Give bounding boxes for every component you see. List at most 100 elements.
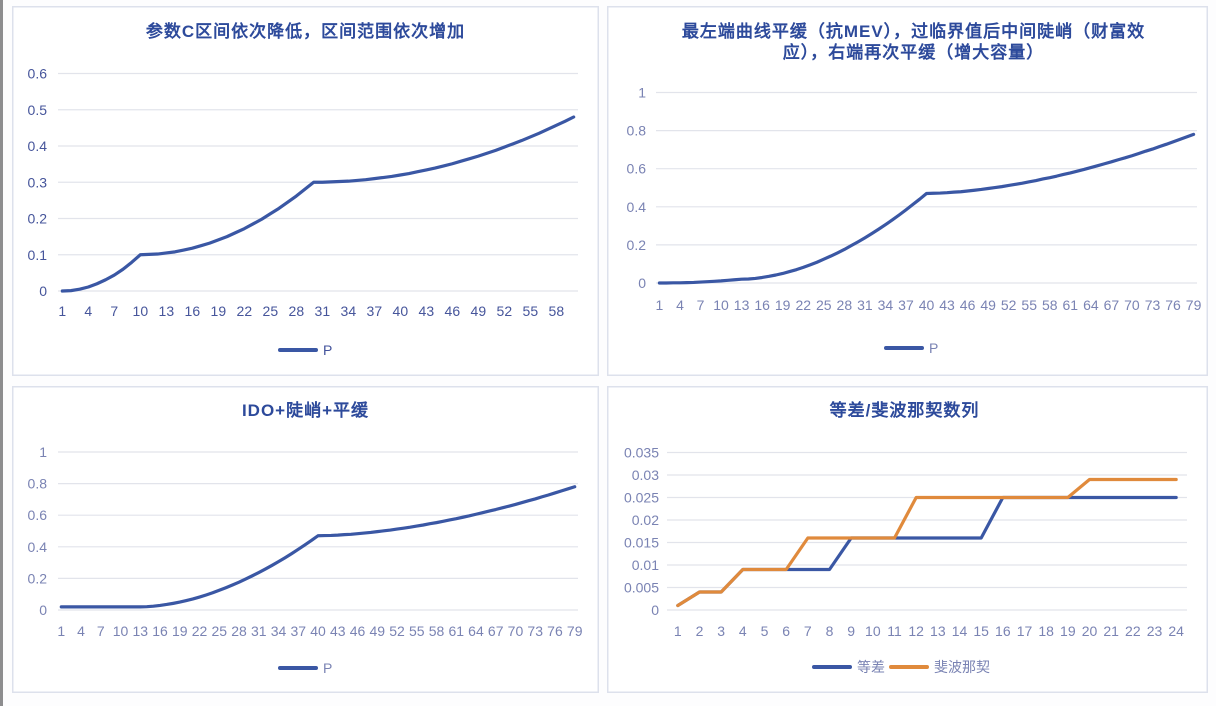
chart-plot: 00.20.40.60.811 4 7 10 13 16 19 22 25 28 31 34 37 40 4… xyxy=(28,444,583,639)
y-tick-label: 0.025 xyxy=(624,490,659,506)
chart-legend: P xyxy=(278,660,336,676)
x-tick-label: 70 xyxy=(508,623,524,639)
chart-panel-mev-curve: 最左端曲线平缓（抗MEV），过临界值后中间陡峭（财富效 应），右端再次平缓（增大… xyxy=(607,6,1208,376)
legend-line-icon-fibonacci xyxy=(889,665,929,669)
x-tick-label: 46 xyxy=(445,303,461,319)
chart-title: 参数C区间依次降低，区间范围依次增加 xyxy=(145,22,466,41)
x-tick-label: 19 xyxy=(211,303,227,319)
series-line xyxy=(657,132,1196,285)
y-tick-label: 0 xyxy=(39,283,47,299)
x-tick-label: 1 xyxy=(674,623,682,639)
y-tick-label: 1 xyxy=(638,85,646,101)
x-tick-label: 55 xyxy=(523,303,539,319)
x-tick-label: 8 xyxy=(826,623,834,639)
chart-panel-parameter-c: 参数C区间依次降低，区间范围依次增加 0 0.1 0.2 0.3 0.4 0.5 0.6 1 4… xyxy=(12,6,599,376)
chart-title: IDO+陡峭+平缓 xyxy=(241,401,370,420)
x-tick-label: 19 xyxy=(1060,623,1076,639)
y-tick-label: 0.2 xyxy=(28,211,48,227)
x-tick-label: 7 xyxy=(110,303,118,319)
x-tick-label: 7 xyxy=(804,623,812,639)
x-tick-label: 58 xyxy=(1042,297,1058,313)
x-tick-label: 1 xyxy=(58,303,66,319)
chart-plot: 00.20.40.60.811 4 7 10 13 16 19 22 25 28 31 34 37 40 4… xyxy=(627,85,1202,314)
x-tick-label: 2 xyxy=(696,623,704,639)
x-tick-label: 22 xyxy=(237,303,253,319)
y-tick-label: 0.01 xyxy=(632,557,659,573)
series-line xyxy=(676,477,1178,608)
y-axis: 0 0.2 0.4 0.6 0.8 1 xyxy=(28,444,48,618)
chart-panel-sequence-comparison: 等差/斐波那契数列 0 0.005 0.01 0.015 0.02 0.025 0.03 0.… xyxy=(607,386,1208,693)
x-tick-label: 22 xyxy=(192,623,208,639)
x-tick-label: 34 xyxy=(341,303,357,319)
x-tick-label: 52 xyxy=(497,303,513,319)
x-tick-label: 64 xyxy=(468,623,484,639)
x-tick-label: 25 xyxy=(816,297,832,313)
x-tick-label: 3 xyxy=(717,623,725,639)
x-tick-label: 61 xyxy=(448,623,464,639)
legend-line-icon xyxy=(278,666,318,670)
x-tick-label: 16 xyxy=(185,303,201,319)
x-tick-label: 10 xyxy=(113,623,129,639)
x-tick-label: 18 xyxy=(1038,623,1054,639)
series-line xyxy=(60,115,576,293)
x-tick-label: 22 xyxy=(795,297,811,313)
y-tick-label: 0.8 xyxy=(627,123,647,139)
y-tick-label: 0.4 xyxy=(28,539,48,555)
x-tick-label: 16 xyxy=(152,623,168,639)
x-tick-label: 28 xyxy=(837,297,853,313)
y-axis: 0 0.1 0.2 0.3 0.4 0.5 0.6 xyxy=(28,66,48,300)
x-axis: 1 2 3 4 5 6 7 8 9 10 11 12 13 14 15 16 17 18 19 20 21 22 23 24 xyxy=(674,623,1184,639)
x-tick-label: 40 xyxy=(919,297,935,313)
x-tick-label: 4 xyxy=(84,303,92,319)
x-tick-label: 6 xyxy=(782,623,790,639)
x-tick-label: 25 xyxy=(211,623,227,639)
y-tick-label: 0.2 xyxy=(28,570,48,586)
x-axis: 1 4 7 10 13 16 19 22 25 28 31 34 37 40 43 46 49 52 55 58 xyxy=(58,303,564,319)
y-tick-label: 0 xyxy=(651,602,659,618)
y-tick-label: 0.4 xyxy=(627,199,647,215)
x-tick-label: 43 xyxy=(939,297,955,313)
y-tick-label: 0.4 xyxy=(28,138,48,154)
x-tick-label: 14 xyxy=(952,623,968,639)
x-tick-label: 64 xyxy=(1083,297,1099,313)
gridlines xyxy=(667,451,1187,611)
x-axis: 1 4 7 10 13 16 19 22 25 28 31 34 37 40 43 46 49 52 55 58 61 6… xyxy=(656,297,1202,313)
x-tick-label: 17 xyxy=(1017,623,1033,639)
x-tick-label: 7 xyxy=(97,623,105,639)
x-tick-label: 40 xyxy=(393,303,409,319)
y-tick-label: 0.1 xyxy=(28,247,48,263)
x-tick-label: 13 xyxy=(930,623,946,639)
x-tick-label: 55 xyxy=(1021,297,1037,313)
chart-title: 等差/斐波那契数列 xyxy=(829,401,980,420)
chart-legend: P xyxy=(278,342,336,358)
x-tick-label: 31 xyxy=(315,303,331,319)
y-tick-label: 0.02 xyxy=(632,512,659,528)
y-tick-label: 0.2 xyxy=(627,237,647,253)
x-tick-label: 61 xyxy=(1063,297,1079,313)
x-tick-label: 49 xyxy=(369,623,385,639)
x-tick-label: 49 xyxy=(980,297,996,313)
x-tick-label: 73 xyxy=(1145,297,1161,313)
x-tick-label: 79 xyxy=(1186,297,1202,313)
x-tick-label: 55 xyxy=(409,623,425,639)
x-tick-label: 76 xyxy=(547,623,563,639)
chart-title-line-2: 应），右端再次平缓（增大容量） xyxy=(782,43,1045,62)
x-tick-label: 4 xyxy=(676,297,684,313)
legend-label-arithmetic: 等差 xyxy=(857,659,885,675)
window-left-edge xyxy=(0,0,3,706)
x-tick-label: 37 xyxy=(367,303,383,319)
x-tick-label: 73 xyxy=(527,623,543,639)
x-tick-label: 34 xyxy=(271,623,287,639)
x-tick-label: 16 xyxy=(995,623,1011,639)
x-tick-label: 31 xyxy=(857,297,873,313)
x-tick-label: 1 xyxy=(57,623,65,639)
x-tick-label: 4 xyxy=(77,623,85,639)
x-tick-label: 40 xyxy=(310,623,326,639)
legend-line-icon xyxy=(278,348,318,352)
x-tick-label: 79 xyxy=(567,623,583,639)
x-tick-label: 23 xyxy=(1147,623,1163,639)
x-tick-label: 76 xyxy=(1165,297,1181,313)
chart-legend: 等差 斐波那契 xyxy=(812,659,994,675)
x-tick-label: 34 xyxy=(878,297,894,313)
x-tick-label: 20 xyxy=(1082,623,1098,639)
